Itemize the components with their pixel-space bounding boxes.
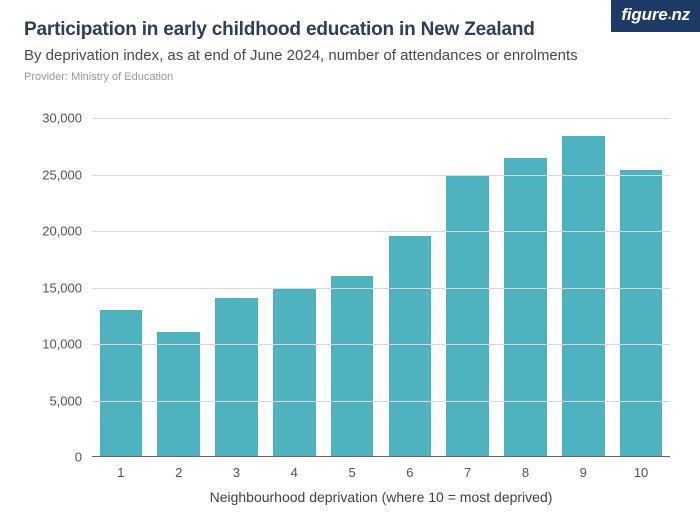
y-tick-label: 15,000 — [42, 280, 92, 295]
bar — [215, 298, 258, 457]
x-tick-label: 4 — [291, 457, 298, 480]
provider-line: Provider: Ministry of Education — [24, 71, 676, 83]
chart-subtitle: By deprivation index, as at end of June … — [24, 46, 676, 66]
gridline — [92, 401, 670, 402]
x-axis-baseline — [92, 456, 670, 457]
x-tick-label: 9 — [580, 457, 587, 480]
bar — [273, 288, 316, 458]
x-axis-label: Neighbourhood deprivation (where 10 = mo… — [92, 489, 670, 505]
x-tick-label: 5 — [348, 457, 355, 480]
y-tick-label: 5,000 — [49, 393, 92, 408]
gridline — [92, 118, 670, 119]
bar — [100, 310, 143, 457]
x-tick-label: 1 — [117, 457, 124, 480]
gridline — [92, 175, 670, 176]
chart-area: 1 2 3 4 5 6 7 8 9 10 0 5,000 10,000 15,000 20,000 25,0… — [24, 118, 676, 505]
bar — [562, 136, 605, 457]
x-tick-label: 8 — [522, 457, 529, 480]
gridline — [92, 344, 670, 345]
gridline — [92, 231, 670, 232]
logo-text-figure: figure — [621, 5, 667, 24]
x-tick-label: 7 — [464, 457, 471, 480]
y-tick-label: 30,000 — [42, 111, 92, 126]
y-tick-label: 25,000 — [42, 167, 92, 182]
bar — [157, 332, 200, 457]
header-block: Participation in early childhood educati… — [0, 0, 700, 83]
x-tick-label: 10 — [634, 457, 648, 480]
bar — [504, 158, 547, 457]
bar — [446, 175, 489, 458]
logo-text-nz: nz — [671, 5, 690, 24]
bar — [620, 170, 663, 457]
y-tick-label: 20,000 — [42, 224, 92, 239]
x-tick-label: 6 — [406, 457, 413, 480]
y-tick-label: 0 — [75, 450, 92, 465]
y-tick-label: 10,000 — [42, 337, 92, 352]
bar — [331, 276, 374, 457]
chart-title: Participation in early childhood educati… — [24, 18, 676, 42]
plot-region: 12345678910 05,00010,00015,00020,00025,0… — [92, 118, 670, 457]
logo-text-dot: . — [668, 7, 672, 23]
gridline — [92, 288, 670, 289]
bar — [389, 236, 432, 457]
x-tick-label: 3 — [233, 457, 240, 480]
figurenz-logo: figure.nz — [611, 0, 700, 32]
x-tick-label: 2 — [175, 457, 182, 480]
